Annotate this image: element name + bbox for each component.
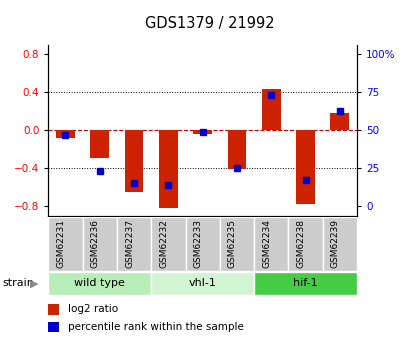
Text: GDS1379 / 21992: GDS1379 / 21992 [145, 16, 275, 30]
Text: GSM62232: GSM62232 [159, 219, 168, 268]
Bar [254, 217, 289, 271]
Bar [193, 130, 212, 134]
Text: ▶: ▶ [30, 278, 39, 288]
Text: percentile rank within the sample: percentile rank within the sample [68, 322, 244, 332]
Bar [331, 113, 349, 130]
Bar [254, 272, 357, 295]
Bar [296, 130, 315, 204]
Bar [48, 322, 59, 332]
Bar [117, 217, 151, 271]
Text: hif-1: hif-1 [293, 278, 318, 288]
Text: wild type: wild type [74, 278, 125, 288]
Text: GSM62236: GSM62236 [91, 219, 100, 268]
Bar [186, 217, 220, 271]
Text: log2 ratio: log2 ratio [68, 305, 118, 314]
Text: GSM62237: GSM62237 [125, 219, 134, 268]
Bar [48, 304, 59, 315]
Bar [90, 130, 109, 158]
Text: GSM62231: GSM62231 [56, 219, 66, 268]
Bar [289, 217, 323, 271]
Text: GSM62239: GSM62239 [331, 219, 340, 268]
Text: GSM62238: GSM62238 [297, 219, 305, 268]
Bar [151, 272, 254, 295]
Text: vhl-1: vhl-1 [189, 278, 217, 288]
Text: strain: strain [2, 278, 34, 288]
Bar [83, 217, 117, 271]
Bar [48, 217, 83, 271]
Text: GSM62233: GSM62233 [194, 219, 202, 268]
Bar [262, 89, 281, 130]
Bar [220, 217, 254, 271]
Bar [125, 130, 144, 192]
Text: GSM62234: GSM62234 [262, 219, 271, 268]
Bar [323, 217, 357, 271]
Bar [48, 272, 151, 295]
Bar [151, 217, 186, 271]
Bar [159, 130, 178, 208]
Bar [228, 130, 247, 169]
Bar [56, 130, 75, 138]
Text: GSM62235: GSM62235 [228, 219, 237, 268]
